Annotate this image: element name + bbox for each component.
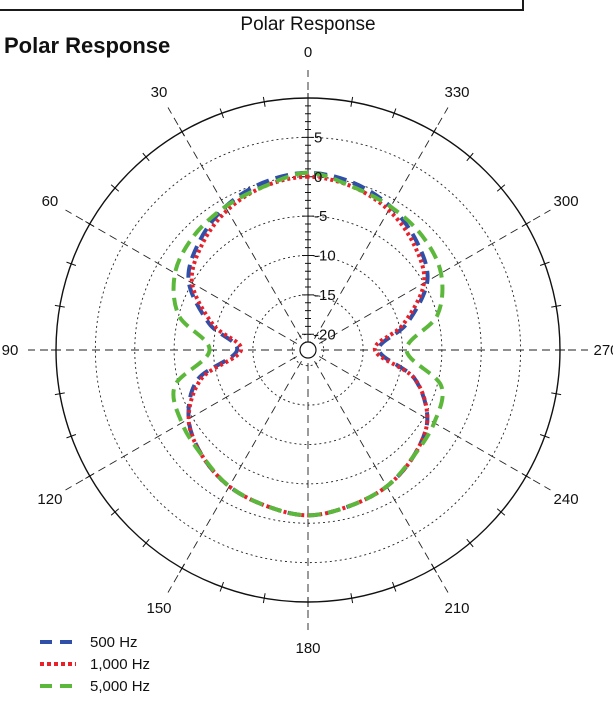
radial-label: -20 bbox=[314, 326, 336, 343]
angle-label: 270 bbox=[593, 342, 613, 359]
angle-tick bbox=[551, 304, 562, 308]
angle-tick bbox=[142, 538, 150, 548]
axis-labels: 0 30 60 90 120 150 180 210 240 270 300 330 5 0 -5 -10 -1… bbox=[2, 44, 613, 657]
angle-tick bbox=[521, 221, 531, 227]
angle-tick bbox=[431, 127, 437, 137]
angle-tick bbox=[85, 221, 95, 227]
top-window-frame bbox=[0, 0, 524, 11]
angle-tick bbox=[179, 127, 185, 137]
legend-label: 1,000 Hz bbox=[90, 655, 151, 673]
angle-label: 210 bbox=[444, 600, 469, 617]
angle-tick bbox=[466, 152, 474, 162]
legend-item: 5,000 Hz bbox=[40, 675, 150, 697]
angle-tick bbox=[54, 304, 65, 308]
radial-label: -10 bbox=[314, 248, 336, 265]
angle-label: 300 bbox=[554, 193, 579, 210]
angle-tick bbox=[350, 593, 354, 604]
angle-tick bbox=[262, 593, 266, 604]
angle-label: 330 bbox=[444, 84, 469, 101]
grid-spoke bbox=[307, 107, 449, 351]
angle-tick bbox=[466, 538, 474, 548]
angle-label: 30 bbox=[151, 84, 168, 101]
series-line-2 bbox=[171, 170, 445, 518]
angle-tick bbox=[551, 392, 562, 396]
legend-label: 500 Hz bbox=[90, 633, 138, 651]
polar-grid bbox=[28, 70, 588, 630]
grid-spoke bbox=[65, 349, 309, 491]
angle-tick bbox=[219, 581, 224, 592]
angle-tick bbox=[496, 508, 506, 516]
angle-tick bbox=[110, 508, 120, 516]
angle-tick bbox=[392, 581, 397, 592]
angle-tick bbox=[66, 261, 77, 266]
angle-label: 240 bbox=[554, 491, 579, 508]
center-marker bbox=[299, 341, 317, 359]
angle-label: 60 bbox=[42, 193, 59, 210]
radial-label: 0 bbox=[314, 169, 322, 186]
angle-tick bbox=[431, 563, 437, 573]
angle-tick bbox=[219, 108, 224, 119]
radial-label: 5 bbox=[314, 129, 322, 146]
legend-swatch bbox=[40, 662, 76, 666]
angle-tick bbox=[496, 184, 506, 192]
angle-tick bbox=[539, 261, 550, 266]
grid-spoke bbox=[307, 349, 551, 491]
angle-label: 180 bbox=[295, 640, 320, 657]
angle-label: 0 bbox=[304, 44, 312, 61]
legend-swatch bbox=[40, 684, 76, 688]
legend-item: 1,000 Hz bbox=[40, 653, 150, 675]
angle-tick bbox=[179, 563, 185, 573]
grid-spoke bbox=[65, 209, 309, 351]
radial-label: -15 bbox=[314, 287, 336, 304]
legend-swatch bbox=[40, 640, 76, 644]
legend: 500 Hz 1,000 Hz 5,000 Hz bbox=[40, 631, 150, 697]
angle-tick bbox=[110, 184, 120, 192]
angle-label: 90 bbox=[2, 342, 19, 359]
chart-title: Polar Response bbox=[240, 14, 375, 35]
angle-tick bbox=[262, 96, 266, 107]
series-line-1 bbox=[186, 174, 430, 518]
angle-tick bbox=[142, 152, 150, 162]
angle-tick bbox=[350, 96, 354, 107]
page-heading: Polar Response bbox=[4, 33, 171, 58]
angle-tick bbox=[54, 392, 65, 396]
angle-tick bbox=[66, 434, 77, 439]
grid-spoke bbox=[307, 349, 449, 593]
radial-label: -5 bbox=[314, 208, 327, 225]
angle-tick bbox=[521, 473, 531, 479]
angle-tick bbox=[539, 434, 550, 439]
series-layer bbox=[171, 170, 445, 518]
legend-label: 5,000 Hz bbox=[90, 677, 151, 695]
legend-item: 500 Hz bbox=[40, 631, 150, 653]
angle-label: 150 bbox=[146, 600, 171, 617]
angle-tick bbox=[85, 473, 95, 479]
grid-spoke bbox=[167, 349, 309, 593]
angle-label: 120 bbox=[37, 491, 62, 508]
angle-tick bbox=[392, 108, 397, 119]
grid-spoke bbox=[167, 107, 309, 351]
grid-spoke bbox=[307, 209, 551, 351]
